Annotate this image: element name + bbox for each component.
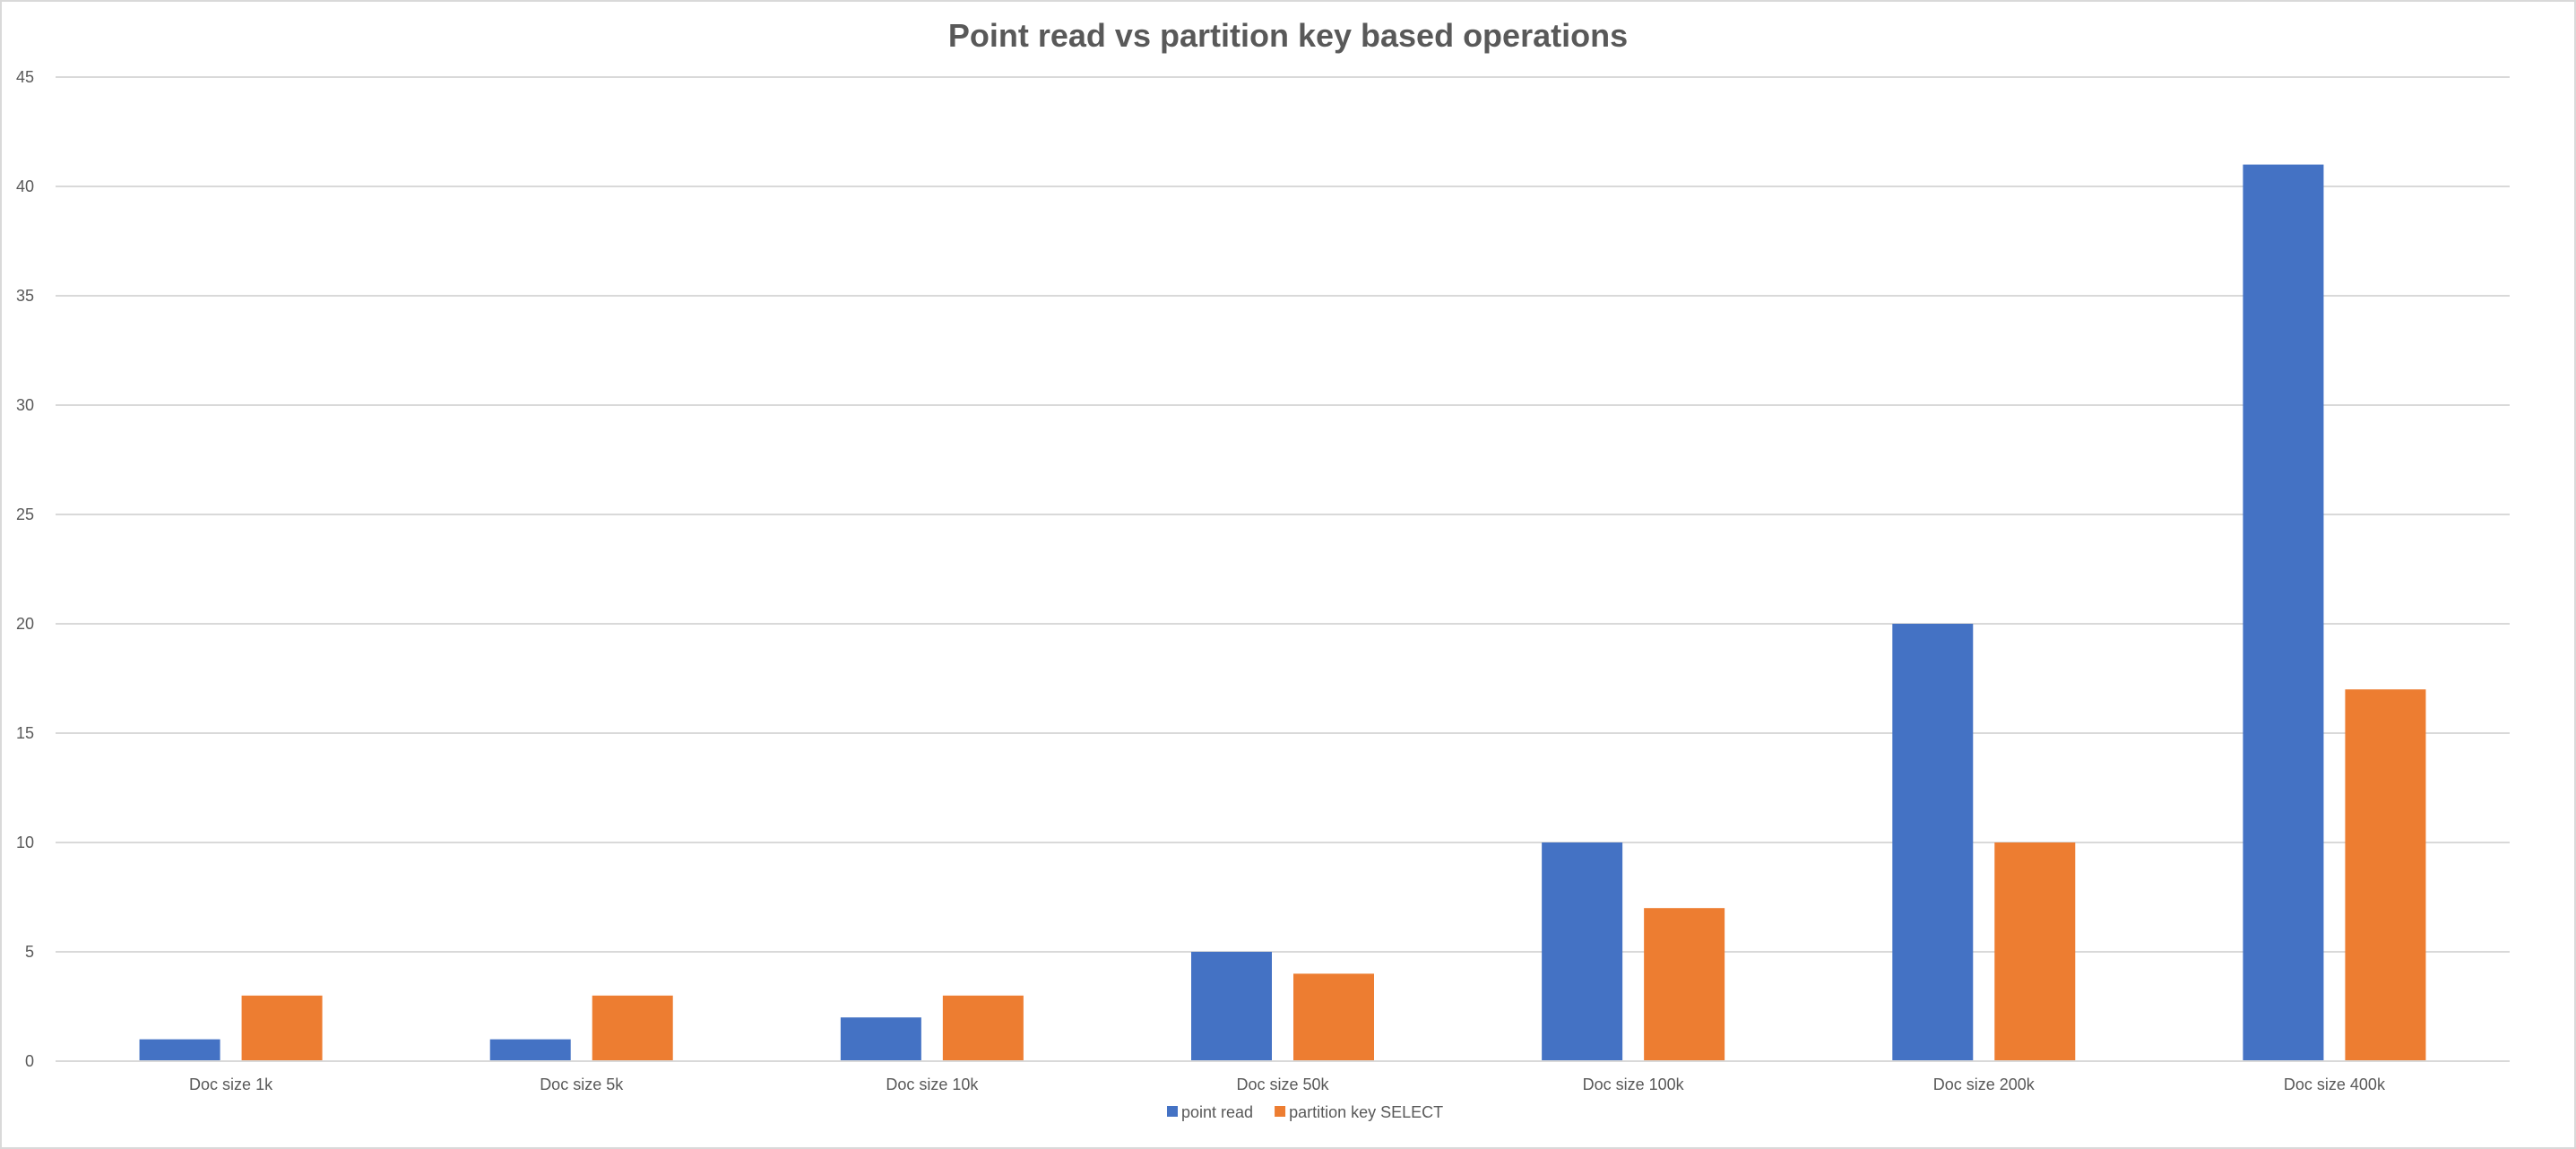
legend-label: point read	[1181, 1103, 1253, 1121]
legend-label: partition key SELECT	[1289, 1103, 1443, 1121]
y-tick-label: 45	[16, 68, 34, 86]
x-tick-label: Doc size 50k	[1236, 1076, 1329, 1093]
bar-partition-key-select-3	[1293, 973, 1374, 1061]
y-tick-label: 40	[16, 177, 34, 195]
legend-swatch-partition-key-select	[1275, 1106, 1286, 1117]
y-tick-label: 25	[16, 505, 34, 523]
legend-swatch-point-read	[1167, 1106, 1178, 1117]
y-axis-ticks: 0 5 10 15 20 25 30 35 40 45	[16, 68, 34, 1070]
x-axis-ticks: Doc size 1k Doc size 5k Doc size 10k Doc si…	[189, 1076, 2386, 1093]
x-tick-label: Doc size 200k	[1933, 1076, 2036, 1093]
bar-partition-key-select-4	[1644, 908, 1725, 1061]
bar-point-read-6	[2243, 164, 2324, 1062]
bar-point-read-0	[139, 1039, 220, 1061]
bar-point-read-5	[1892, 624, 1974, 1061]
x-tick-label: Doc size 10k	[886, 1076, 979, 1093]
y-tick-label: 10	[16, 834, 34, 851]
y-tick-label: 30	[16, 396, 34, 414]
bar-point-read-3	[1191, 952, 1272, 1061]
bar-point-read-2	[840, 1017, 921, 1061]
gridlines	[56, 76, 2510, 953]
bar-point-read-4	[1542, 842, 1623, 1061]
x-tick-label: Doc size 100k	[1583, 1076, 1685, 1093]
y-tick-label: 5	[25, 943, 34, 961]
bar-partition-key-select-2	[942, 995, 1024, 1061]
bar-partition-key-select-6	[2345, 689, 2426, 1061]
bar-partition-key-select-1	[592, 995, 673, 1061]
x-tick-label: Doc size 5k	[540, 1076, 624, 1093]
y-tick-label: 35	[16, 287, 34, 305]
y-tick-label: 15	[16, 724, 34, 742]
bar-point-read-1	[489, 1039, 571, 1061]
x-tick-label: Doc size 1k	[189, 1076, 273, 1093]
bars	[139, 164, 2426, 1062]
y-tick-label: 20	[16, 615, 34, 633]
chart-title: Point read vs partition key based operat…	[948, 17, 1628, 54]
y-tick-label: 0	[25, 1052, 34, 1070]
x-tick-label: Doc size 400k	[2284, 1076, 2386, 1093]
bar-partition-key-select-0	[241, 995, 323, 1061]
legend: point read partition key SELECT	[1167, 1103, 1443, 1121]
bar-partition-key-select-5	[1994, 842, 2076, 1061]
